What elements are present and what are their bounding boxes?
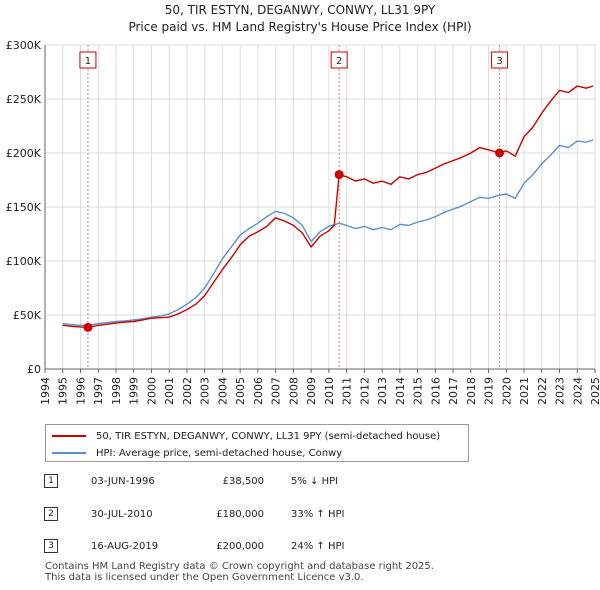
x-tick-label: 1994 bbox=[39, 377, 52, 405]
sale-marker-box bbox=[491, 51, 509, 69]
legend-swatch-property bbox=[52, 435, 86, 437]
chart-subtitle: Price paid vs. HM Land Registry's House … bbox=[128, 20, 472, 34]
x-tick-label: 2020 bbox=[500, 377, 513, 405]
x-tick-label: 2003 bbox=[199, 377, 212, 405]
sale-row: 3 16-AUG-2019 £200,000 24% ↑ HPI bbox=[0, 537, 600, 555]
sale-point bbox=[83, 322, 93, 332]
legend-item-property: 50, TIR ESTYN, DEGANWY, CONWY, LL31 9PY … bbox=[52, 428, 440, 444]
x-tick-label: 2007 bbox=[270, 377, 283, 405]
x-tick-label: 2006 bbox=[252, 377, 265, 405]
x-tick-label: 2005 bbox=[234, 377, 247, 405]
x-tick-label: 2015 bbox=[412, 377, 425, 405]
sale-marker-label: 2 bbox=[336, 56, 342, 67]
legend-label-hpi: HPI: Average price, semi-detached house,… bbox=[96, 447, 343, 459]
price-chart: £0 £50K £100K £150K £200K £250K £300K 1994 1995 1… bbox=[6, 39, 600, 405]
x-tick-label: 1996 bbox=[74, 377, 87, 405]
sale-point bbox=[334, 170, 344, 180]
sale-row: 1 03-JUN-1996 £38,500 5% ↓ HPI bbox=[0, 472, 600, 490]
x-tick-label: 2021 bbox=[518, 377, 531, 405]
y-tick-label: £50K bbox=[13, 309, 42, 322]
x-tick-label: 2018 bbox=[465, 377, 478, 405]
footer-copyright: Contains HM Land Registry data © Crown c… bbox=[45, 561, 434, 572]
sale-number-badge: 1 bbox=[44, 474, 58, 488]
x-tick-label: 2019 bbox=[483, 377, 496, 405]
series-line-property bbox=[62, 85, 594, 329]
y-tick-label: £300K bbox=[6, 39, 42, 52]
x-tick-label: 1995 bbox=[57, 377, 70, 405]
x-tick-label: 2025 bbox=[589, 377, 600, 405]
y-tick-label: £150K bbox=[6, 201, 42, 214]
footer-attribution: Contains HM Land Registry data © Crown c… bbox=[45, 561, 434, 583]
x-tick-label: 2001 bbox=[163, 377, 176, 405]
sale-price: £200,000 bbox=[216, 541, 264, 552]
x-tick-label: 2010 bbox=[323, 377, 336, 405]
sale-date: 30-JUL-2010 bbox=[91, 509, 153, 520]
x-tick-label: 1998 bbox=[110, 377, 123, 405]
legend-swatch-hpi bbox=[52, 452, 86, 454]
sale-number-badge: 3 bbox=[44, 539, 58, 553]
footer-licence: This data is licensed under the Open Gov… bbox=[45, 572, 364, 583]
x-tick-label: 2004 bbox=[216, 377, 229, 405]
x-tick-label: 2000 bbox=[145, 377, 158, 405]
x-tick-label: 2008 bbox=[287, 377, 300, 405]
sale-marker-label: 3 bbox=[496, 56, 502, 67]
x-tick-label: 2009 bbox=[305, 377, 318, 405]
x-tick-label: 2011 bbox=[341, 377, 354, 405]
x-tick-label: 2023 bbox=[554, 377, 567, 405]
chart-title-address: 50, TIR ESTYN, DEGANWY, CONWY, LL31 9PY bbox=[164, 3, 436, 17]
chart-legend: 50, TIR ESTYN, DEGANWY, CONWY, LL31 9PY … bbox=[45, 424, 469, 462]
sale-hpi-delta: 5% ↓ HPI bbox=[291, 476, 339, 487]
y-tick-label: £200K bbox=[6, 147, 42, 160]
series-line-hpi bbox=[62, 139, 594, 326]
legend-label-property: 50, TIR ESTYN, DEGANWY, CONWY, LL31 9PY … bbox=[96, 430, 441, 442]
y-tick-label: £250K bbox=[6, 93, 42, 106]
sale-marker-badge: 1 bbox=[79, 51, 97, 69]
x-tick-label: 1997 bbox=[92, 377, 105, 405]
sale-hpi-delta: 24% ↑ HPI bbox=[291, 541, 345, 552]
sale-marker-label: 1 bbox=[85, 56, 91, 67]
sale-point bbox=[495, 148, 505, 158]
x-tick-label: 2024 bbox=[571, 377, 584, 405]
sale-hpi-delta: 33% ↑ HPI bbox=[291, 509, 345, 520]
sale-marker-badge: 2 bbox=[330, 51, 348, 69]
y-tick-label: £100K bbox=[6, 255, 42, 268]
x-tick-label: 2002 bbox=[181, 377, 194, 405]
sale-marker-box bbox=[79, 51, 97, 69]
sale-date: 16-AUG-2019 bbox=[91, 541, 159, 552]
x-tick-label: 1999 bbox=[128, 377, 141, 405]
sale-date: 03-JUN-1996 bbox=[91, 476, 155, 487]
x-tick-label: 2022 bbox=[536, 377, 549, 405]
sale-number-badge: 2 bbox=[44, 507, 58, 521]
sale-price: £180,000 bbox=[216, 509, 264, 520]
sale-price: £38,500 bbox=[222, 476, 264, 487]
legend-item-hpi: HPI: Average price, semi-detached house,… bbox=[52, 445, 342, 461]
x-tick-label: 2017 bbox=[447, 377, 460, 405]
sale-marker-box bbox=[330, 51, 348, 69]
x-tick-label: 2014 bbox=[394, 377, 407, 405]
sale-row: 2 30-JUL-2010 £180,000 33% ↑ HPI bbox=[0, 505, 600, 523]
x-tick-label: 2012 bbox=[358, 377, 371, 405]
x-tick-label: 2016 bbox=[429, 377, 442, 405]
sale-marker-badge: 3 bbox=[491, 51, 509, 69]
x-tick-label: 2013 bbox=[376, 377, 389, 405]
y-tick-label: £0 bbox=[27, 363, 41, 376]
